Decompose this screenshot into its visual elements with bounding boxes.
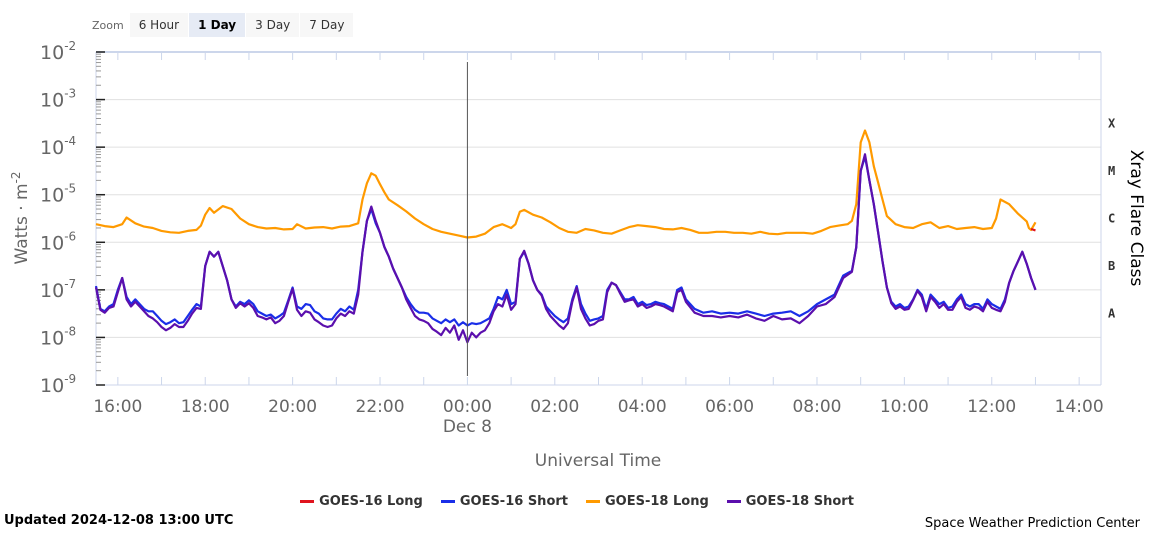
y-tick-label: 10-4 <box>40 134 76 159</box>
legend-label: GOES-18 Short <box>745 494 854 509</box>
flare-class-label: A <box>1108 307 1116 321</box>
y-axis-ticks: 10-2 10-3 10-4 10-5 10-6 10-7 10-8 10-9 <box>40 39 76 397</box>
series-goes-18-short <box>94 153 1037 344</box>
x-tick-label: 18:00 <box>181 397 230 417</box>
series-goes-16-long <box>1030 227 1036 232</box>
x-tick-label: 02:00 <box>530 397 579 417</box>
legend-label: GOES-16 Short <box>459 494 568 509</box>
xray-flux-chart: 10-2 10-3 10-4 10-5 10-6 10-7 10-8 10-9 16:00 18… <box>9 39 1146 471</box>
flare-class-label: M <box>1108 164 1115 178</box>
legend-swatch <box>726 500 741 503</box>
zoom-7-day-button[interactable]: 7 Day <box>300 13 354 37</box>
updated-timestamp: Updated 2024-12-08 13:00 UTC <box>4 513 234 528</box>
legend-swatch <box>440 500 455 503</box>
x-tick-label: 14:00 <box>1055 397 1104 417</box>
legend-item-goes16-long[interactable]: GOES-16 Long <box>300 494 423 509</box>
y-tick-label: 10-2 <box>40 39 76 64</box>
x-tick-label: 22:00 <box>356 397 405 417</box>
legend-item-goes16-short[interactable]: GOES-16 Short <box>440 494 568 509</box>
zoom-label: Zoom <box>92 18 124 32</box>
x-tick-label: 16:00 <box>93 397 142 417</box>
x-axis-title: Universal Time <box>535 451 661 471</box>
x-tick-label: 04:00 <box>618 397 667 417</box>
legend-label: GOES-16 Long <box>319 494 423 509</box>
x-tick-label: 06:00 <box>705 397 754 417</box>
flare-class-label: X <box>1108 116 1116 130</box>
x-tick-label: 12:00 <box>967 397 1016 417</box>
axes <box>95 51 1102 386</box>
flare-class-title: Xray Flare Class <box>1126 150 1146 287</box>
legend-swatch <box>300 500 315 503</box>
y-tick-label: 10-5 <box>40 182 76 207</box>
y-tick-label: 10-3 <box>40 87 76 112</box>
x-tick-label: 08:00 <box>792 397 841 417</box>
x-tick-label: 10:00 <box>880 397 929 417</box>
zoom-bar: Zoom 6 Hour 1 Day 3 Day 7 Day <box>92 13 354 37</box>
series-goes-16-short <box>94 155 1037 327</box>
y-tick-label: 10-9 <box>40 372 76 397</box>
x-tick-label: 20:00 <box>268 397 317 417</box>
y-tick-label: 10-7 <box>40 277 76 302</box>
legend-label: GOES-18 Long <box>605 494 709 509</box>
legend-swatch <box>586 500 600 503</box>
x-tick-label: 00:00 <box>443 397 492 417</box>
flare-class-axis: X M C B A <box>1108 116 1116 320</box>
legend-item-goes18-short[interactable]: GOES-18 Short <box>726 494 854 509</box>
zoom-3-day-button[interactable]: 3 Day <box>246 13 300 37</box>
series-goes-18-long <box>95 129 1037 239</box>
grid <box>96 51 1101 386</box>
y-tick-label: 10-8 <box>40 324 76 349</box>
zoom-1-day-button[interactable]: 1 Day <box>189 13 246 37</box>
credits: Space Weather Prediction Center <box>924 516 1140 531</box>
y-axis-title: Watts · m-2 <box>9 171 32 264</box>
flare-class-label: C <box>1108 212 1115 226</box>
flare-class-label: B <box>1108 259 1115 273</box>
legend: GOES-16 Long GOES-16 Short GOES-18 Long … <box>0 494 1154 509</box>
series-layer <box>94 129 1037 344</box>
zoom-6-hour-button[interactable]: 6 Hour <box>129 13 189 37</box>
x-tick-sublabel: Dec 8 <box>443 417 492 437</box>
legend-item-goes18-long[interactable]: GOES-18 Long <box>586 494 709 509</box>
y-tick-label: 10-6 <box>40 229 76 254</box>
